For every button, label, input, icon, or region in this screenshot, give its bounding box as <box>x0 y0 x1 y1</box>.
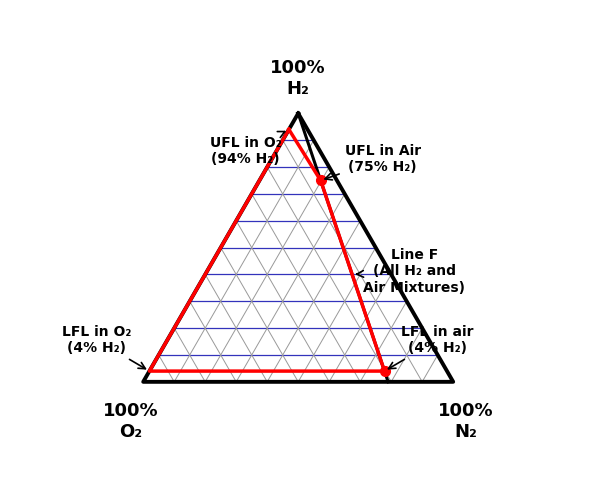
Text: 100%
N₂: 100% N₂ <box>438 402 493 441</box>
Text: Line F
(All H₂ and
Air Mixtures): Line F (All H₂ and Air Mixtures) <box>356 248 465 295</box>
Text: 100%
H₂: 100% H₂ <box>271 59 326 98</box>
Text: UFL in O₂
(94% H₂): UFL in O₂ (94% H₂) <box>209 132 285 166</box>
Text: LFL in air
(4% H₂): LFL in air (4% H₂) <box>389 325 473 369</box>
Text: UFL in Air
(75% H₂): UFL in Air (75% H₂) <box>325 144 421 180</box>
Text: LFL in O₂
(4% H₂): LFL in O₂ (4% H₂) <box>62 325 145 369</box>
Text: 100%
O₂: 100% O₂ <box>103 402 158 441</box>
